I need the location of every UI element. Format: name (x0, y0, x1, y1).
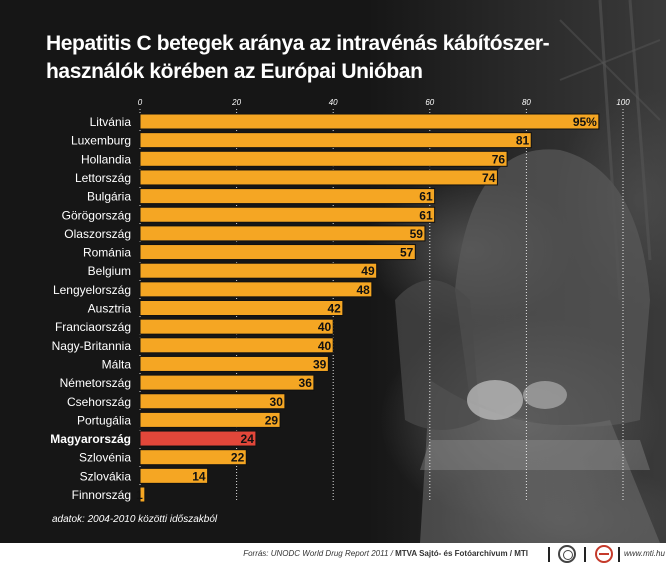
bar (139, 225, 426, 242)
data-label: 61 (419, 190, 433, 204)
x-tick-label: 0 (138, 98, 143, 107)
data-label: 74 (482, 171, 496, 185)
mtva-logo-icon (558, 545, 576, 563)
category-label: Lettország (75, 171, 131, 185)
bar (139, 300, 344, 316)
category-label: Bulgária (87, 190, 131, 204)
bar (139, 206, 436, 223)
bar (139, 449, 247, 466)
bar (139, 486, 146, 503)
x-tick-label: 100 (616, 98, 630, 107)
bar (139, 262, 378, 279)
bar (139, 393, 286, 410)
data-label: 49 (361, 264, 375, 278)
category-label: Magyarország (50, 432, 131, 446)
bar (139, 337, 334, 354)
background-photo (395, 0, 661, 543)
category-label: Románia (83, 246, 131, 260)
category-label: Ausztria (88, 302, 132, 316)
x-tick-label: 20 (231, 98, 241, 107)
category-label: Luxemburg (71, 134, 131, 148)
data-label: 29 (265, 413, 279, 427)
data-label: 95% (573, 115, 597, 129)
category-label: Belgium (88, 264, 131, 278)
divider (618, 547, 620, 562)
category-label: Lengyelország (53, 283, 131, 297)
category-label: Finnország (72, 488, 131, 502)
category-label: Portugália (77, 413, 131, 427)
data-label: 39 (313, 357, 327, 371)
bar (139, 430, 257, 447)
chart-title-line-1: Hepatitis C betegek aránya az intravénás… (46, 32, 550, 55)
data-label: 30 (270, 395, 284, 409)
data-label: 76 (492, 152, 506, 166)
bar (139, 374, 315, 391)
chart-title-line-2: használók körében az Európai Unióban (46, 60, 423, 83)
category-label: Málta (102, 357, 132, 371)
category-label: Nagy-Britannia (52, 339, 132, 353)
source-agency: MTVA Sajtó- és Fotóarchívum / MTI (395, 549, 528, 558)
divider (548, 547, 550, 562)
bar (139, 411, 281, 428)
category-label: Görögország (62, 208, 131, 222)
category-label: Csehország (67, 395, 131, 409)
source-text: Forrás: UNODC World Drug Report 2011 / (243, 549, 396, 558)
bar (139, 113, 600, 130)
bar (139, 169, 498, 186)
footer: Forrás: UNODC World Drug Report 2011 / M… (0, 543, 666, 567)
bar (139, 244, 416, 261)
bar (139, 281, 373, 298)
x-tick-label: 80 (522, 98, 531, 107)
bar (139, 132, 532, 149)
category-label: Franciaország (55, 320, 131, 334)
category-label: Németország (60, 376, 131, 390)
data-label: 81 (516, 134, 530, 148)
bar (139, 188, 436, 205)
data-label: 48 (356, 283, 370, 297)
mti-logo-icon (595, 545, 613, 563)
category-label: Hollandia (81, 152, 131, 166)
data-label: 22 (231, 451, 245, 465)
data-label: 36 (299, 376, 313, 390)
bar (139, 150, 508, 167)
x-tick-label: 60 (425, 98, 434, 107)
category-label: Szlovénia (79, 451, 131, 465)
data-label: 14 (192, 469, 206, 483)
data-label: 40 (318, 320, 332, 334)
website-link[interactable]: www.mti.hu (624, 549, 665, 558)
chart-title: Hepatitis C betegek aránya az intravénás… (46, 30, 550, 86)
chart-panel: Hepatitis C betegek aránya az intravénás… (0, 0, 666, 543)
data-label: 24 (241, 432, 255, 446)
data-label: 61 (419, 208, 433, 222)
category-label: Szlovákia (80, 469, 132, 483)
source-credit: Forrás: UNODC World Drug Report 2011 / M… (243, 549, 528, 558)
bar-chart: 0 20 40 60 80 100 Litvánia 95% Luxemburg 81 Holla… (50, 98, 630, 503)
category-label: Olaszország (64, 227, 131, 241)
data-label: 57 (400, 246, 414, 260)
divider (584, 547, 586, 562)
data-label: 59 (410, 227, 424, 241)
data-period-note: adatok: 2004-2010 közötti időszakból (52, 514, 218, 525)
data-label: 40 (318, 339, 332, 353)
bar (139, 467, 209, 484)
bar (139, 355, 329, 372)
category-label: Litvánia (90, 115, 132, 129)
data-label: 1 (136, 488, 143, 502)
x-tick-label: 40 (329, 98, 338, 107)
data-label: 42 (328, 302, 342, 316)
bar (139, 318, 334, 335)
